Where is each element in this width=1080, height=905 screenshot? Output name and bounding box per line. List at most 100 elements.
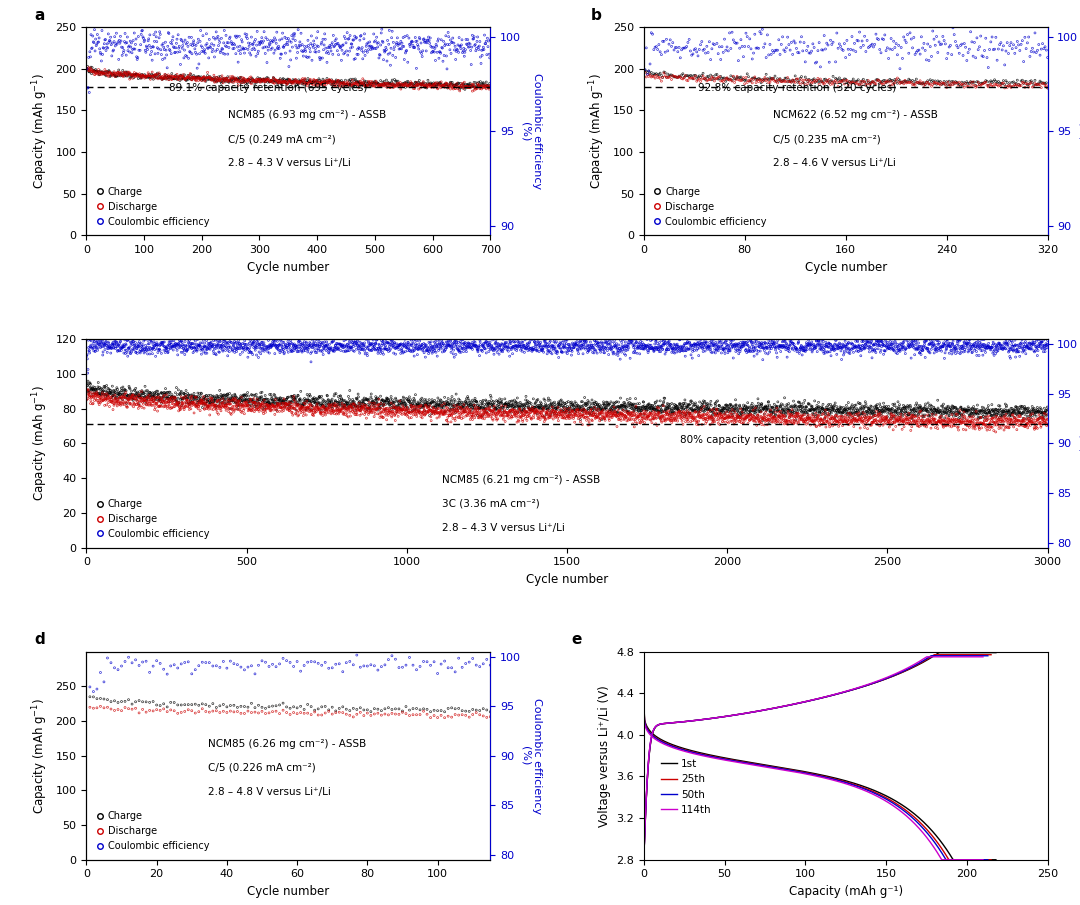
Point <box>807 338 824 353</box>
Point <box>531 407 549 422</box>
Point <box>834 73 851 88</box>
Point <box>937 419 955 433</box>
Point <box>866 400 883 414</box>
Point <box>311 73 328 88</box>
Point <box>242 394 259 408</box>
Point <box>262 340 280 355</box>
Point <box>309 403 326 417</box>
Point <box>719 411 737 425</box>
Point <box>207 402 225 416</box>
Point <box>387 395 404 409</box>
Point <box>583 414 600 428</box>
Point <box>426 77 443 91</box>
Point <box>563 407 580 422</box>
Point <box>342 397 360 412</box>
Point <box>882 74 900 89</box>
Point <box>677 410 694 424</box>
Point <box>933 37 950 52</box>
Point <box>933 406 950 421</box>
Point <box>279 403 296 417</box>
Point <box>89 385 106 399</box>
Point <box>1020 340 1037 355</box>
Point <box>288 399 306 414</box>
Point <box>834 414 851 429</box>
Point <box>324 47 341 62</box>
Point <box>403 77 420 91</box>
Point <box>428 405 445 420</box>
Point <box>327 338 345 353</box>
Point <box>194 395 212 410</box>
Point <box>164 339 181 354</box>
Point <box>239 386 256 400</box>
Point <box>693 402 711 416</box>
Point <box>908 414 926 428</box>
Point <box>402 402 419 416</box>
Point <box>502 411 519 425</box>
Point <box>407 79 424 93</box>
Point <box>743 412 760 426</box>
Point <box>693 336 711 350</box>
Point <box>92 45 109 60</box>
Point <box>221 334 239 348</box>
Point <box>875 409 892 424</box>
Point <box>413 77 430 91</box>
Point <box>350 395 367 409</box>
Point <box>461 397 478 412</box>
Point <box>222 396 240 411</box>
Point <box>982 415 999 430</box>
Point <box>555 400 572 414</box>
Point <box>441 408 458 423</box>
Point <box>186 390 203 405</box>
Point <box>389 74 406 89</box>
Point <box>117 389 134 404</box>
Point <box>611 400 629 414</box>
Point <box>183 67 200 81</box>
Point <box>89 37 106 52</box>
Point <box>151 703 168 718</box>
Point <box>774 74 792 89</box>
Point <box>389 401 406 415</box>
Point <box>862 75 879 90</box>
Point <box>293 43 310 58</box>
Point <box>91 395 108 409</box>
Point <box>421 36 438 51</box>
Point <box>253 389 270 404</box>
Point <box>485 400 502 414</box>
Point <box>424 44 442 59</box>
Point <box>881 415 899 430</box>
Point <box>446 79 463 93</box>
Point <box>308 400 325 414</box>
Point <box>961 76 978 91</box>
Point <box>1011 400 1028 414</box>
Point <box>988 418 1005 433</box>
Point <box>413 398 430 413</box>
Point <box>598 398 616 413</box>
Point <box>764 401 781 415</box>
Point <box>129 68 146 82</box>
Point <box>248 402 266 416</box>
Point <box>190 70 207 84</box>
Point <box>185 389 202 404</box>
Point <box>987 410 1004 424</box>
Point <box>894 52 912 66</box>
Point <box>645 342 662 357</box>
Point <box>458 392 475 406</box>
Point <box>301 44 319 59</box>
Point <box>649 43 666 57</box>
Point <box>958 417 975 432</box>
Point <box>189 61 206 75</box>
Point <box>892 413 909 427</box>
Point <box>273 77 291 91</box>
Point <box>436 77 454 91</box>
Point <box>906 342 923 357</box>
Point <box>633 414 650 428</box>
Point <box>91 389 108 404</box>
Point <box>271 72 288 87</box>
Point <box>950 408 968 423</box>
Point <box>640 64 658 79</box>
Point <box>231 73 248 88</box>
Point <box>984 420 1001 434</box>
Point <box>674 396 691 411</box>
Point <box>345 394 362 408</box>
Point <box>480 408 497 423</box>
